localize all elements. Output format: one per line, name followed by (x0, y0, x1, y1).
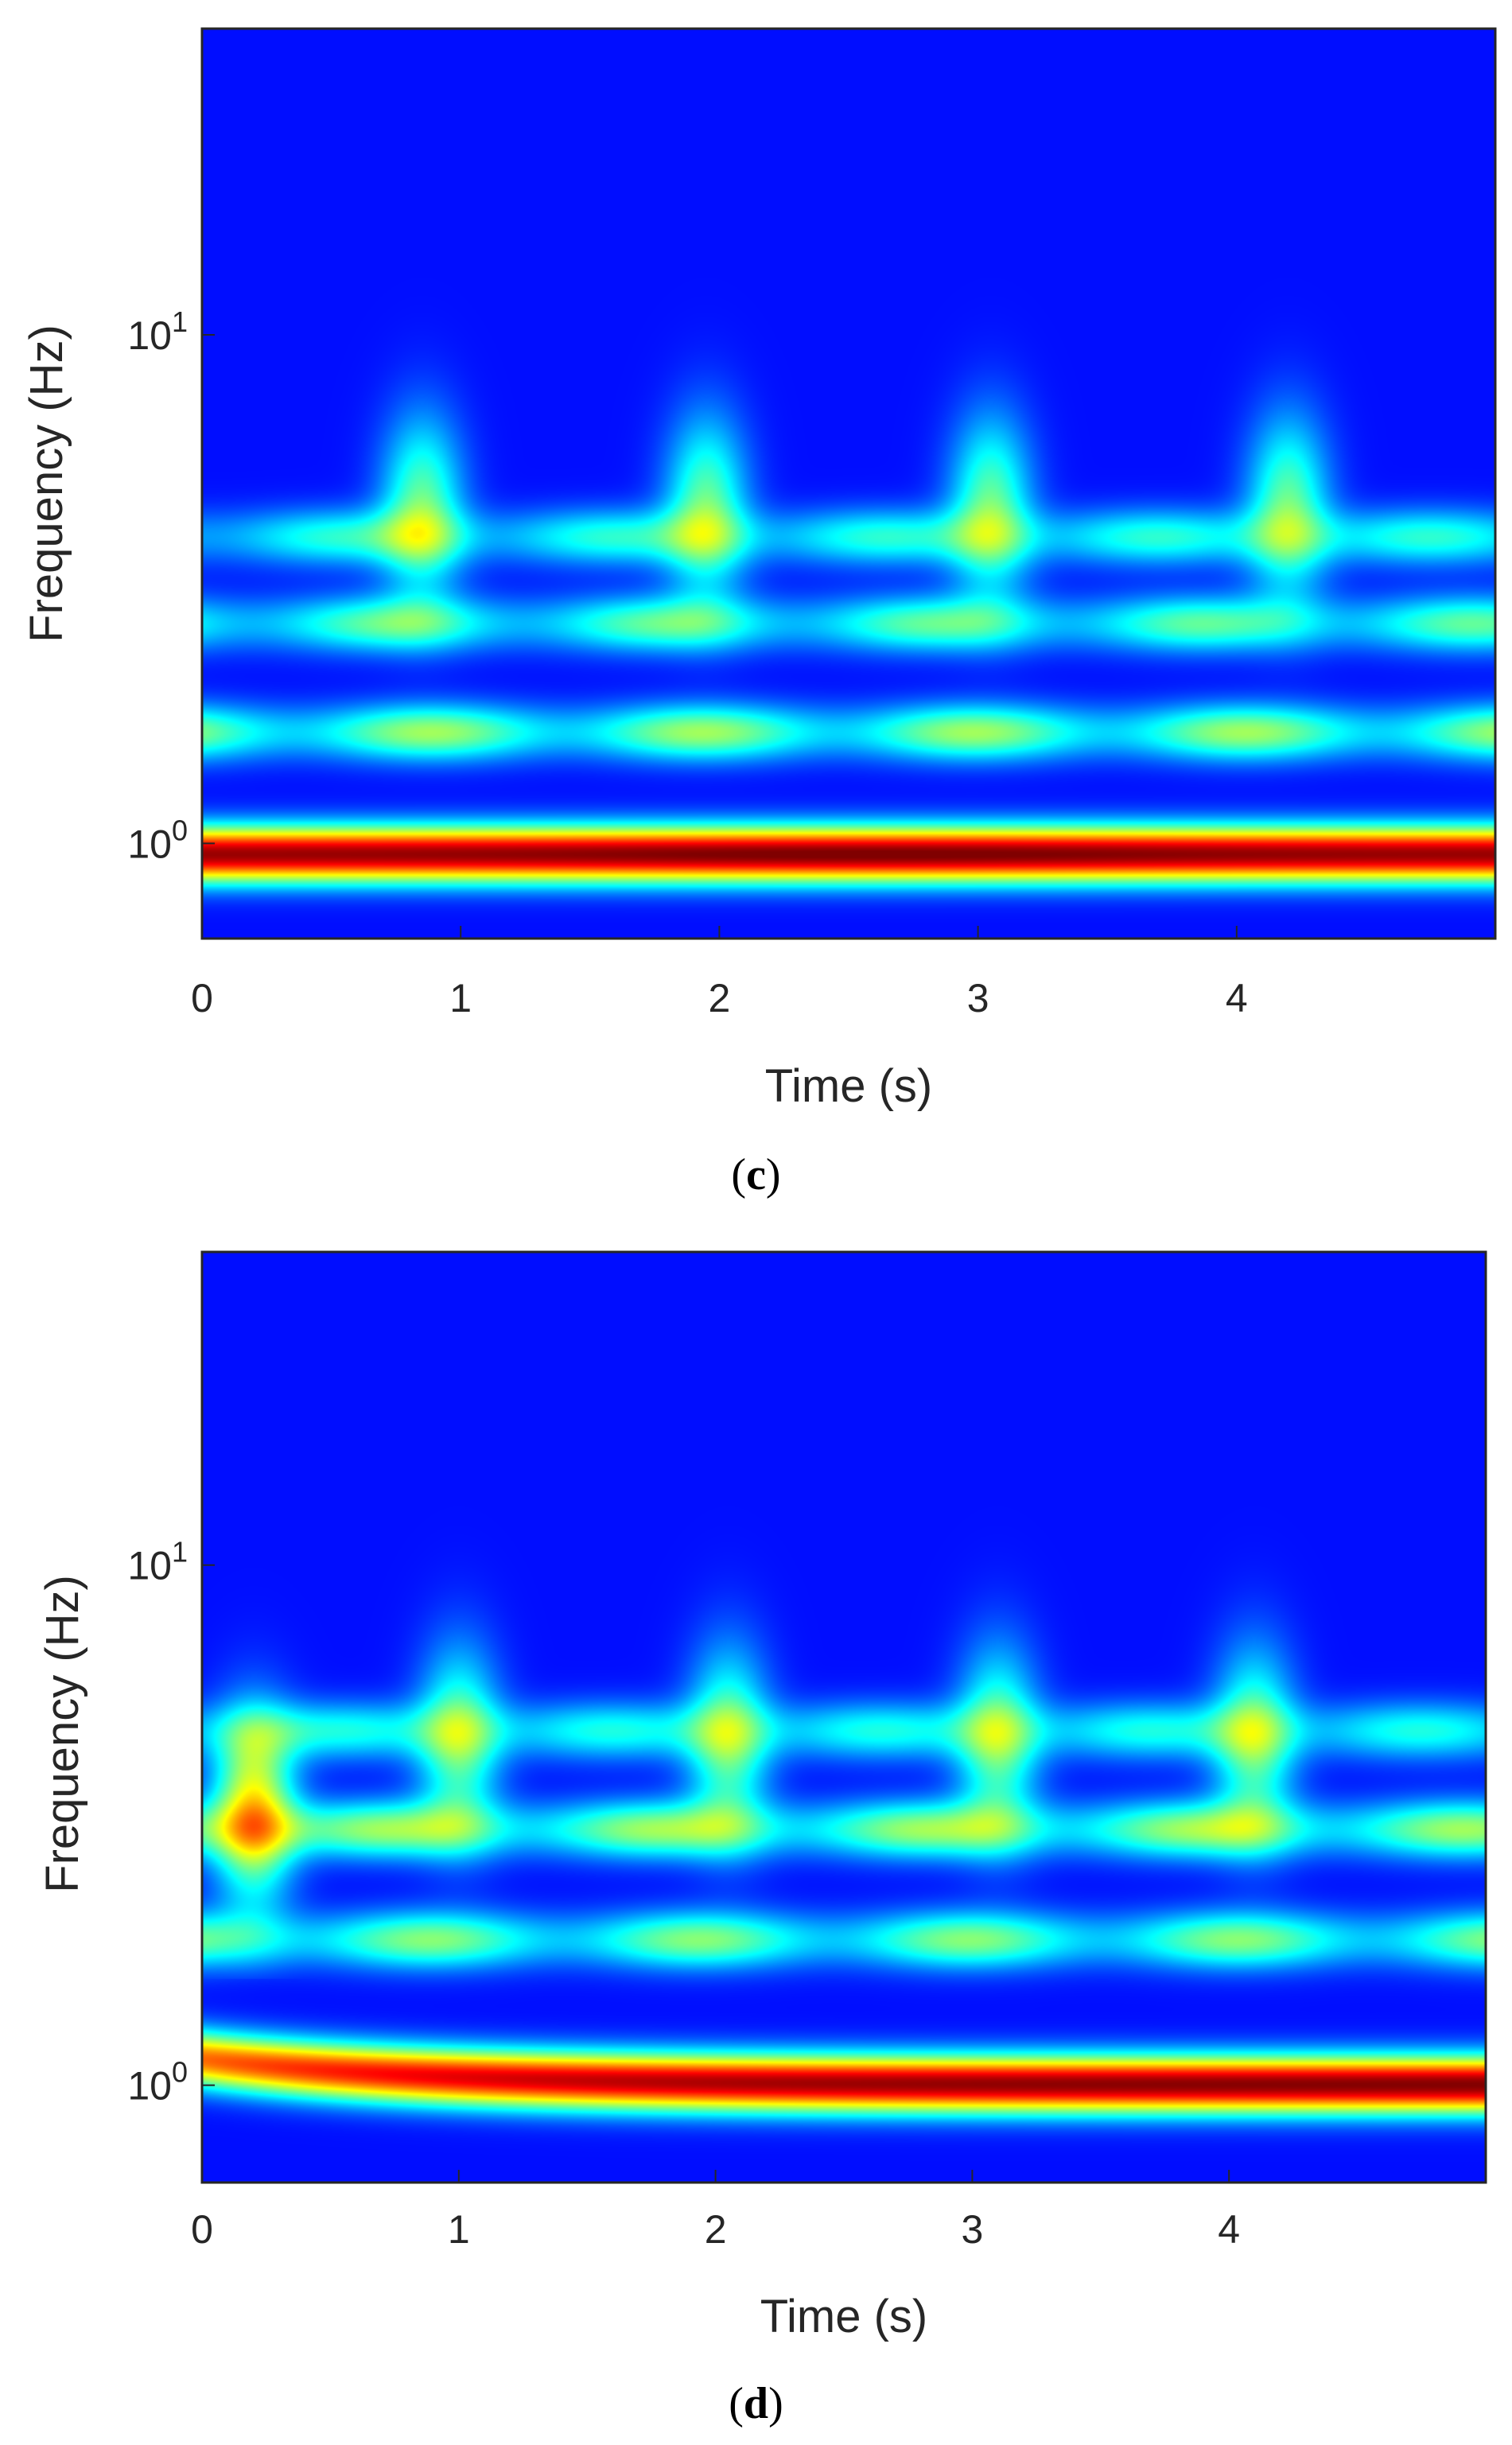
y-tick-label: 101 (127, 305, 188, 358)
scalogram-c: 0 1 2 3 4 101 100 Time (s) Frequency (Hz) (21, 27, 1497, 1112)
panel-c: 0 1 2 3 4 101 100 Time (s) Frequency (Hz) (c) (21, 27, 1497, 1199)
y-axis-ticks-d: 101 100 (127, 1536, 215, 2109)
y-tick-label: 100 (127, 814, 188, 866)
x-tick-label: 3 (967, 976, 989, 1020)
x-tick-label: 2 (705, 2207, 727, 2252)
plot-frame-d (200, 1250, 1487, 2184)
x-axis-label-d: Time (s) (760, 2291, 927, 2342)
x-axis-ticks-c: 0 1 2 3 4 (191, 926, 1248, 1020)
heatmap-d (202, 1252, 1486, 2183)
x-tick-label: 1 (449, 976, 472, 1020)
x-tick-label: 3 (961, 2207, 983, 2252)
x-axis-label-c: Time (s) (765, 1060, 932, 1112)
panel-caption-c: (c) (731, 1150, 781, 1199)
x-tick-label: 0 (191, 2207, 213, 2252)
y-tick-label: 101 (127, 1536, 188, 1588)
x-tick-label: 1 (448, 2207, 470, 2252)
panel-d: 0 1 2 3 4 101 100 Time (s) Frequency (Hz) (d) (0, 1241, 1512, 2445)
plot-area-c (202, 29, 1495, 939)
x-tick-label: 4 (1218, 2207, 1240, 2252)
heatmap-c (202, 29, 1495, 939)
x-tick-label: 2 (708, 976, 730, 1020)
plot-frame-c (200, 27, 1497, 940)
y-axis-label-d: Frequency (Hz) (37, 1575, 88, 1893)
y-axis-ticks-c: 101 100 (127, 305, 215, 866)
panel-caption-d: (d) (729, 2379, 783, 2428)
x-tick-label: 4 (1226, 976, 1248, 1020)
x-tick-label: 0 (191, 976, 213, 1020)
y-tick-label: 100 (127, 2056, 188, 2109)
x-axis-ticks-d: 0 1 2 3 4 (191, 2170, 1240, 2252)
plot-area-d (202, 1252, 1486, 2183)
scalogram-d: 0 1 2 3 4 101 100 Time (s) Frequency (Hz) (37, 1250, 1487, 2342)
y-axis-label-c: Frequency (Hz) (21, 325, 72, 643)
